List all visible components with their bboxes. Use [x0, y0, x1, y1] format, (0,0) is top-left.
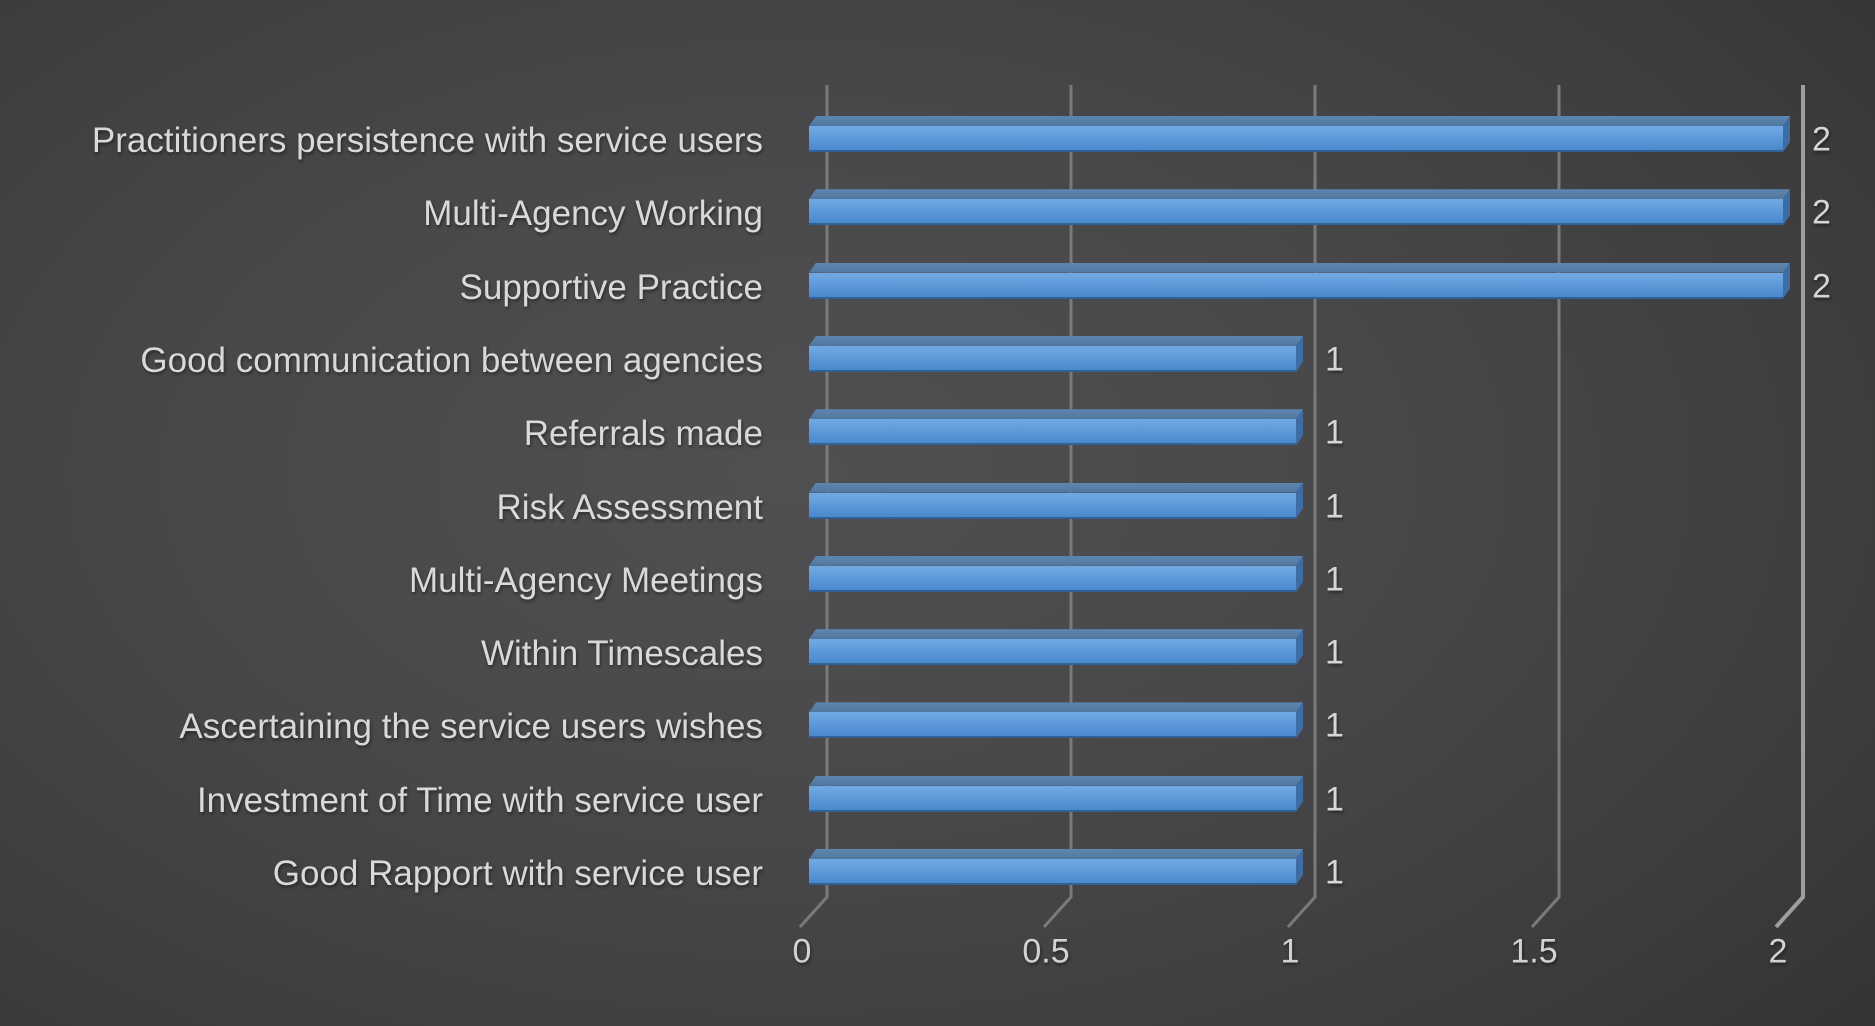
data-label: 1 — [1325, 413, 1344, 452]
bar-segment — [809, 262, 1790, 299]
category-label: Practitioners persistence with service u… — [91, 121, 763, 160]
bar-segment — [809, 409, 1303, 446]
bar-segment — [809, 849, 1303, 885]
data-label: 2 — [1812, 120, 1831, 159]
gridline-1 — [1286, 85, 1317, 929]
bar-face-front — [809, 419, 1296, 446]
category-label: Ascertaining the service users wishes — [179, 707, 763, 747]
category-label: Multi-Agency Working — [423, 194, 763, 234]
bar-segment — [809, 702, 1303, 739]
bar-face-side — [1296, 555, 1303, 592]
bar-segment — [809, 482, 1303, 519]
x-axis-tick-label: 1 — [1280, 932, 1300, 971]
gridline-1.5 — [1530, 85, 1561, 929]
bar-face-side — [1296, 702, 1303, 739]
bar-face-side — [1296, 335, 1303, 372]
bar-face-side — [1783, 116, 1790, 152]
data-label: 2 — [1812, 193, 1831, 232]
bar-segment — [809, 189, 1790, 226]
bar-face-front — [809, 565, 1296, 592]
category-label: Referrals made — [523, 414, 763, 454]
category-label: Risk Assessment — [496, 487, 763, 527]
bar-face-top — [809, 409, 1303, 419]
x-axis-tick-label: 1.5 — [1510, 932, 1558, 971]
category-label: Multi-Agency Meetings — [408, 560, 763, 600]
bar-face-front — [809, 272, 1783, 299]
bar-face-top — [809, 702, 1303, 712]
bar-face-front — [809, 492, 1296, 519]
bar-face-front — [809, 785, 1296, 812]
category-label: Good communication between agencies — [140, 340, 763, 380]
bar-face-front — [809, 712, 1296, 739]
category-label: Within Timescales — [480, 634, 763, 674]
bar-face-front — [809, 345, 1296, 372]
bar-face-side — [1296, 482, 1303, 519]
bar-face-top — [809, 189, 1790, 199]
bar-segment — [809, 775, 1303, 812]
bar-face-side — [1296, 849, 1303, 885]
bar-face-side — [1296, 629, 1303, 666]
category-label: Good Rapport with service user — [272, 854, 763, 893]
data-label: 2 — [1812, 267, 1831, 306]
bar-face-front — [809, 859, 1296, 885]
bar-face-front — [809, 126, 1783, 152]
gridline-2 — [1774, 85, 1805, 929]
data-label: 1 — [1325, 340, 1344, 379]
bar-face-top — [809, 629, 1303, 639]
bar-face-side — [1296, 409, 1303, 446]
data-label: 1 — [1325, 853, 1344, 892]
bar-face-top — [809, 776, 1303, 786]
bar-face-side — [1296, 775, 1303, 812]
bar-face-top — [809, 116, 1790, 126]
bar-face-side — [1783, 189, 1790, 226]
bar-face-front — [809, 639, 1296, 666]
bar-segment — [809, 116, 1790, 152]
bar-face-top — [809, 556, 1303, 566]
category-label: Investment of Time with service user — [196, 780, 763, 820]
bar-face-top — [809, 483, 1303, 493]
x-axis-tick-label: 0.5 — [1022, 932, 1070, 971]
x-axis-tick-label: 2 — [1768, 932, 1788, 971]
x-axis-tick-label: 0 — [792, 932, 812, 971]
bar-segment — [809, 555, 1303, 592]
data-label: 1 — [1325, 560, 1344, 599]
category-label: Supportive Practice — [459, 267, 763, 307]
bar-face-top — [809, 263, 1790, 273]
bar-segment — [809, 335, 1303, 372]
data-label: 1 — [1325, 780, 1344, 819]
bar-segment — [809, 629, 1303, 666]
bar-face-top — [809, 336, 1303, 346]
bar-face-front — [809, 199, 1783, 226]
bar-face-side — [1783, 262, 1790, 299]
data-label: 1 — [1325, 487, 1344, 525]
bar-face-top — [809, 849, 1303, 859]
data-label: 1 — [1325, 706, 1344, 745]
data-label: 1 — [1325, 633, 1344, 672]
